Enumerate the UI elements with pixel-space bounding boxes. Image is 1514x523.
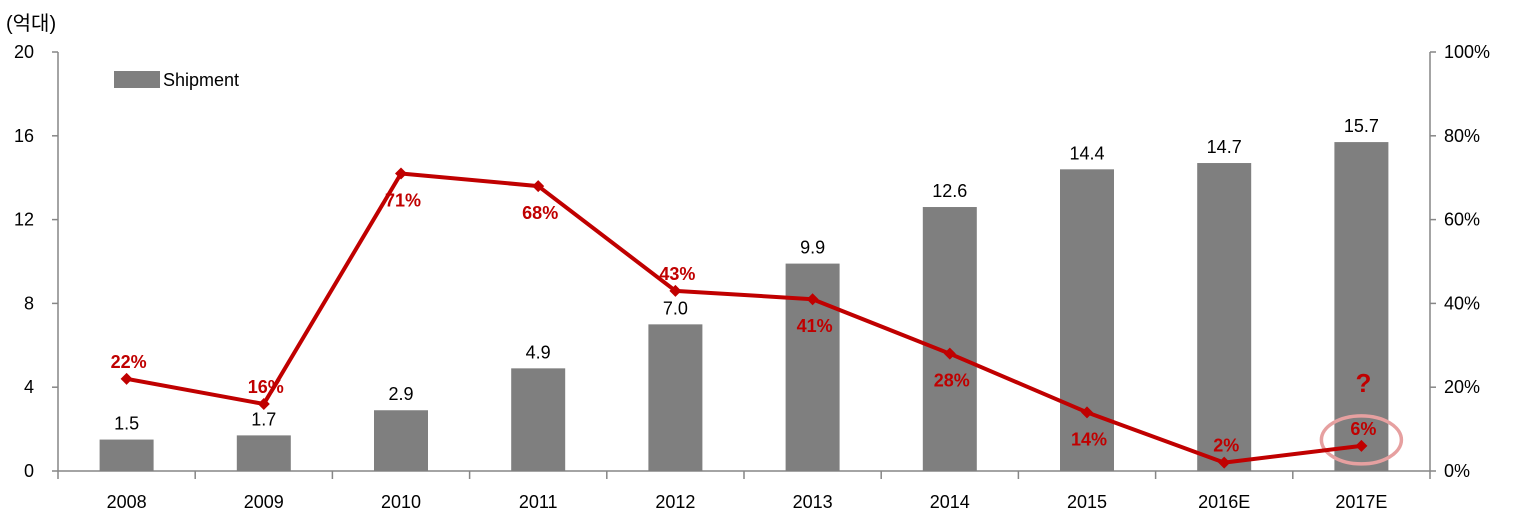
right-tick-label: 60% [1444,210,1480,230]
x-tick-label: 2014 [930,492,970,512]
growth-line-group [120,167,1368,469]
right-tick-label: 0% [1444,461,1470,481]
growth-marker [532,180,545,193]
growth-line [126,171,1362,465]
growth-marker [943,347,956,360]
shipment-bar-label: 14.4 [1069,143,1104,163]
x-tick-label: 2013 [793,492,833,512]
left-tick-label: 8 [24,293,34,313]
shipment-bar-labels: 1.5 1.7 2.9 4.9 7.0 9.9 12.6 14.4 14.7 15.7 [114,116,1379,433]
legend-label: Shipment [163,70,239,90]
shipment-bar-label: 14.7 [1207,137,1242,157]
left-tick-label: 12 [14,210,34,230]
x-tick-label: 2008 [107,492,147,512]
growth-marker [1218,456,1231,469]
shipment-bar [922,207,977,471]
growth-label: 68% [522,203,558,223]
left-tick-label: 16 [14,126,34,146]
growth-label: 14% [1071,429,1107,449]
x-tick-label: 2011 [519,492,558,512]
shipment-bar [648,324,703,471]
shipment-bar-label: 4.9 [526,342,551,362]
x-tick-label: 2012 [655,492,695,512]
highlight-group [1319,414,1404,466]
shipment-bar-label: 9.9 [800,238,825,258]
growth-marker [120,372,133,385]
shipment-bar-label: 1.5 [114,414,139,434]
left-tick-label: 4 [24,377,34,397]
shipment-bar-label: 12.6 [932,181,967,201]
growth-marker [669,284,682,297]
growth-marker [395,167,407,180]
shipment-bar-label: 2.9 [388,384,413,404]
right-tick-label: 20% [1444,377,1480,397]
right-tick-label: 80% [1444,126,1480,146]
x-tick-label: 2015 [1067,492,1107,512]
shipment-bar [1060,169,1114,471]
legend-swatch [114,71,160,88]
highlight-ellipse [1319,414,1404,466]
unit-label: (억대) [6,12,56,35]
x-axis-ticks: 2008 2009 2010 2011 2012 2013 2014 2015 2016E 201… [57,471,1431,512]
growth-labels: 22% 16% 71% 68% 43% 41% 28% 14% 2% 6%? [111,191,1377,456]
shipment-bar [99,439,154,471]
shipment-bar [374,410,428,471]
shipment-bar [236,435,291,471]
shipment-bar-label: 15.7 [1344,116,1379,136]
left-axis-ticks: 0 4 8 12 16 20 [14,42,58,481]
left-tick-label: 0 [24,461,34,481]
shipment-bar [1197,163,1252,471]
shipment-bar-label: 1.7 [251,409,276,429]
growth-marker [257,397,270,410]
right-tick-label: 100% [1444,42,1490,62]
growth-label: 6% [1350,419,1376,439]
shipment-bars [99,142,1389,471]
growth-label: 2% [1213,436,1239,456]
growth-marker [1355,439,1368,452]
growth-label: 28% [934,371,970,391]
left-tick-label: 20 [14,42,34,62]
annotation-question-mark: ? [1355,368,1371,398]
x-tick-label: 2010 [381,492,421,512]
growth-label: 41% [797,316,833,336]
growth-label: 16% [248,377,284,397]
growth-marker [1081,406,1093,419]
shipment-bar [511,368,566,471]
legend: Shipment [114,70,239,90]
growth-label: 22% [111,352,147,372]
x-tick-label: 2009 [244,492,284,512]
growth-marker [806,293,819,306]
growth-label: 71% [385,191,421,211]
x-tick-label: 2016E [1198,492,1250,512]
right-tick-label: 40% [1444,293,1480,313]
shipment-bar-label: 7.0 [663,298,688,318]
growth-label: 43% [659,264,695,284]
x-tick-label: 2017E [1335,492,1387,512]
right-axis-ticks: 0% 20% 40% 60% 80% 100% [1430,42,1490,481]
